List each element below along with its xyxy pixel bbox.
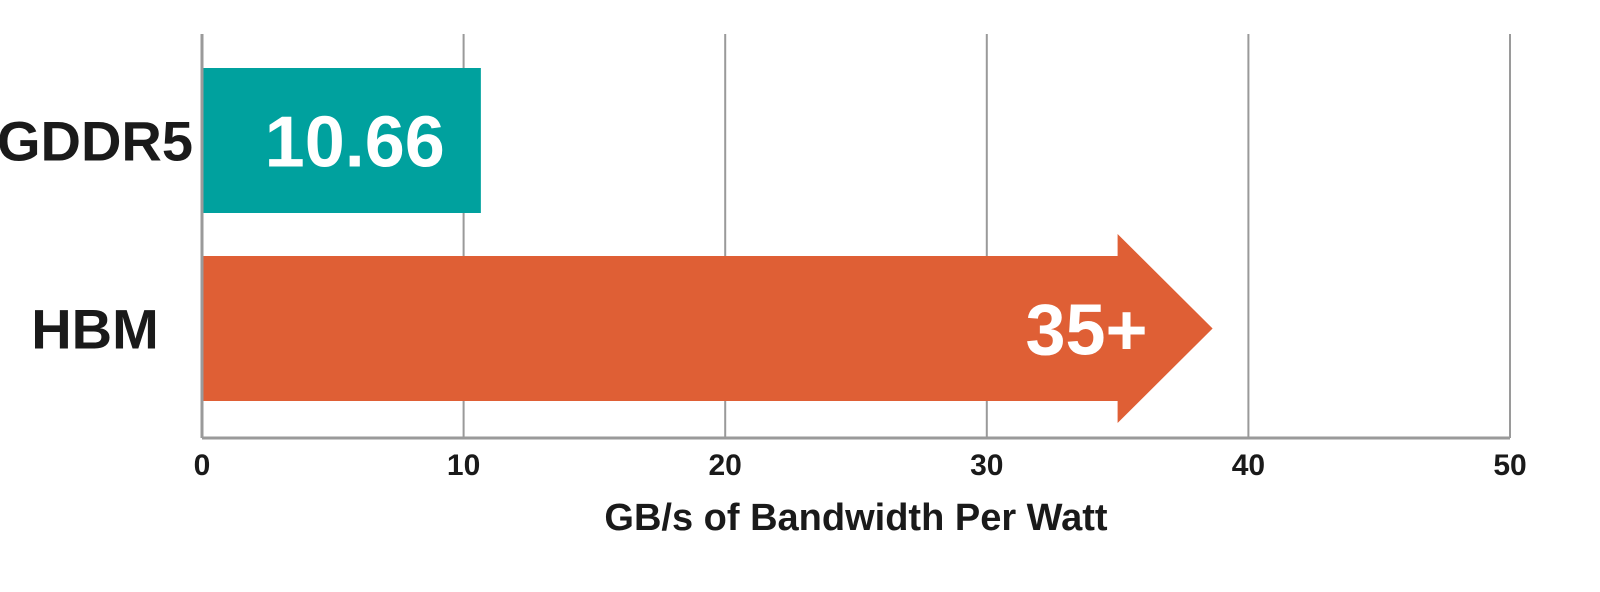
category-labels: GDDR5 HBM	[0, 110, 193, 361]
x-tick-label: 40	[1232, 449, 1265, 482]
x-tick-label: 50	[1493, 449, 1526, 482]
bars: 10.66 35+	[202, 68, 1213, 423]
x-tick-label: 30	[970, 449, 1003, 482]
data-label-gddr5: 10.66	[265, 103, 445, 183]
x-tick-label: 20	[709, 449, 742, 482]
x-tick-labels: 0 10 20 30 40 50	[194, 449, 1527, 482]
category-label-gddr5: GDDR5	[0, 110, 193, 173]
x-axis-title: GB/s of Bandwidth Per Watt	[604, 497, 1107, 539]
bar-gddr5	[202, 68, 481, 213]
data-label-hbm: 35+	[1025, 291, 1147, 371]
x-tick-label: 10	[447, 449, 480, 482]
x-tick-label: 0	[194, 449, 211, 482]
category-label-hbm: HBM	[31, 298, 159, 361]
bar-hbm	[202, 234, 1213, 423]
